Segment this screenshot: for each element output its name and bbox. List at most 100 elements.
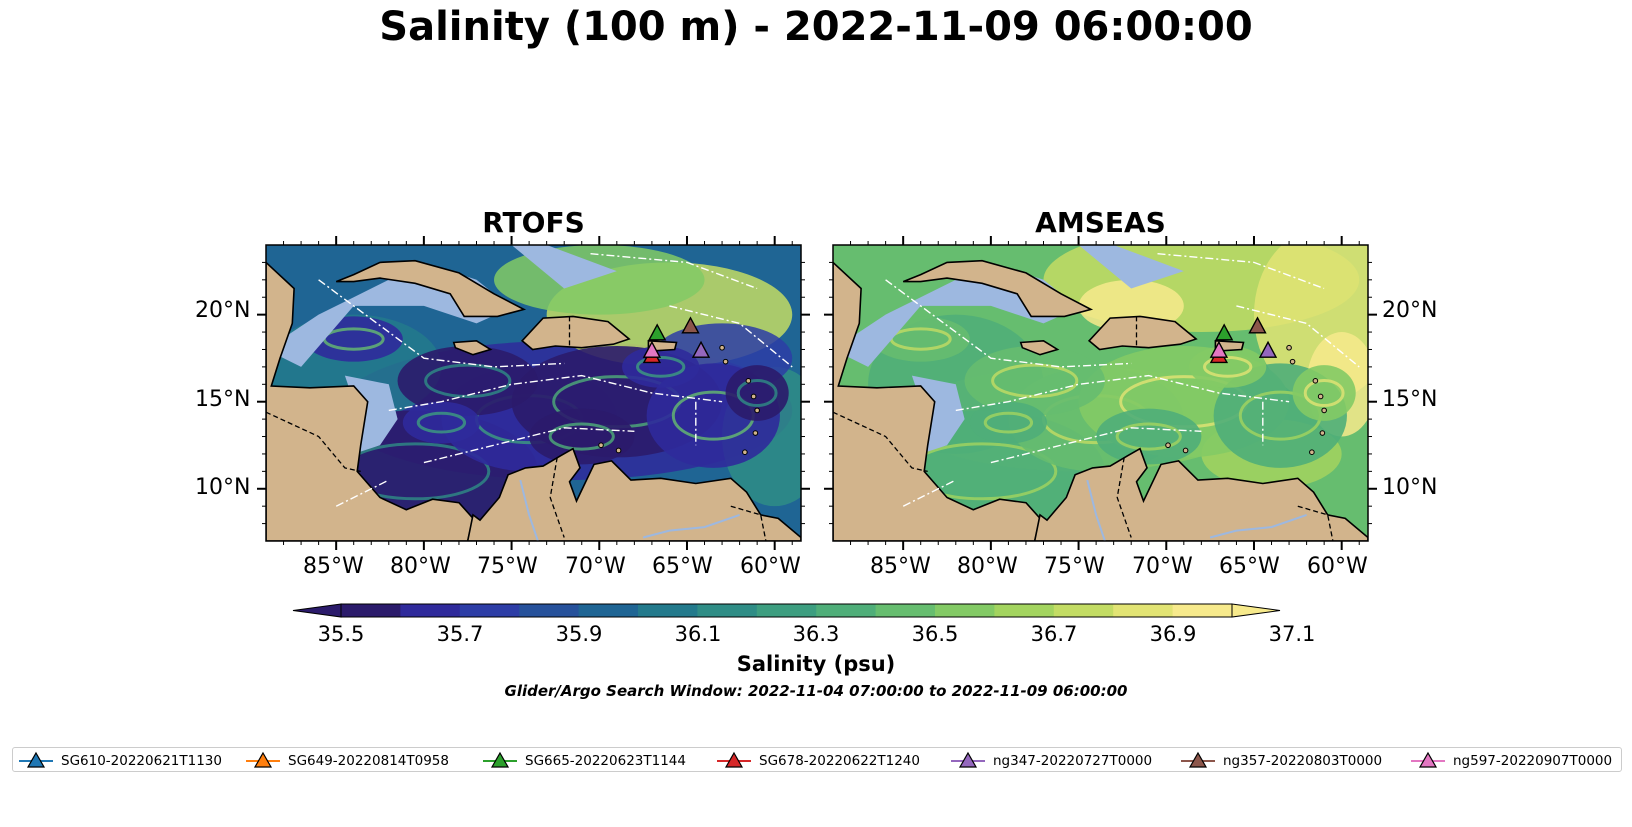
river	[1209, 513, 1307, 539]
island	[1286, 344, 1292, 351]
island	[719, 344, 725, 351]
eddy	[1292, 365, 1356, 421]
colorbar-segment	[994, 604, 1055, 617]
land	[1033, 447, 1368, 541]
legend-item-ng347: ng347-20220727T0000	[951, 748, 1152, 773]
land	[902, 259, 1094, 318]
eddy	[969, 401, 1047, 444]
eddy-filament	[736, 378, 778, 408]
land	[1019, 339, 1060, 356]
eddy	[1096, 408, 1202, 465]
colorbar-tick-label: 35.7	[436, 622, 484, 646]
colorbar-segment	[697, 604, 758, 617]
eddy-filament	[424, 363, 512, 398]
lat-tick-label: 10°N	[195, 475, 251, 500]
lon-tick-label: 70°W	[1132, 554, 1193, 579]
lon-tick-label: 60°W	[740, 554, 801, 579]
rtofs-map-frame	[265, 244, 802, 542]
panel-title-rtofs: RTOFS	[482, 206, 585, 239]
panel-title-amseas: AMSEAS	[1035, 206, 1166, 239]
land	[335, 259, 527, 318]
lon-tick-label: 80°W	[390, 554, 451, 579]
colorbar-tick-label: 36.5	[911, 622, 959, 646]
glider-marker-ng357	[681, 316, 700, 334]
colorbar-segment	[935, 604, 995, 617]
eez-boundary	[902, 479, 957, 507]
lat-tick-label: 15°N	[195, 387, 251, 412]
legend: SG610-20220621T1130 SG649-20220814T0958 …	[12, 747, 1622, 772]
island	[598, 442, 604, 449]
eez-boundary	[423, 427, 635, 464]
eez-boundary	[990, 427, 1202, 464]
lat-tick-label: 20°N	[195, 298, 251, 323]
colorbar-segment	[638, 604, 698, 617]
colorbar-segment	[816, 604, 877, 617]
eez-boundary	[955, 374, 1290, 412]
legend-label: SG678-20220622T1240	[759, 752, 920, 769]
glider-marker-ng597	[642, 340, 662, 358]
search-window-text: Glider/Argo Search Window: 2022-11-04 07…	[504, 682, 1128, 700]
colorbar-extend-low	[292, 603, 342, 618]
eddy-filament	[983, 411, 1034, 434]
eddy	[725, 365, 789, 421]
legend-label: SG610-20220621T1130	[61, 752, 222, 769]
island	[752, 430, 759, 436]
river	[1086, 479, 1106, 541]
colorbar-segment	[1053, 604, 1114, 617]
shallow-shelf	[1078, 245, 1184, 289]
lat-tick-label: 20°N	[1382, 298, 1438, 323]
colorbar-extend-high	[1231, 603, 1281, 618]
border	[730, 505, 767, 541]
lon-tick-label: 75°W	[477, 554, 538, 579]
colorbar-segment	[519, 604, 580, 617]
island	[722, 358, 729, 365]
border	[1297, 505, 1334, 541]
lat-tick-label: 10°N	[1382, 475, 1438, 500]
legend-item-sg665: SG665-20220623T1144	[483, 748, 686, 773]
glider-marker-ng597	[1209, 340, 1229, 358]
border	[266, 411, 361, 473]
colorbar-segment	[459, 604, 520, 617]
lon-tick-label: 65°W	[1219, 554, 1280, 579]
glider-marker-SG665	[647, 323, 667, 341]
lon-tick-label: 65°W	[652, 554, 713, 579]
land	[466, 447, 801, 541]
island	[1182, 447, 1189, 454]
land	[1087, 315, 1198, 351]
land	[520, 315, 631, 351]
colorbar-segment	[400, 604, 461, 617]
island	[1312, 378, 1319, 384]
eddy-filament	[416, 411, 467, 434]
shallow-shelf	[511, 245, 617, 289]
colorbar-segment	[1113, 604, 1174, 617]
legend-item-sg610: SG610-20220621T1130	[19, 748, 222, 773]
land	[452, 339, 493, 356]
eddy-filament	[991, 363, 1079, 398]
salinity-colorbar	[292, 603, 1281, 618]
colorbar-tick-label: 35.9	[555, 622, 603, 646]
legend-label: SG649-20220814T0958	[288, 752, 449, 769]
colorbar-segment	[756, 604, 817, 617]
figure-title: Salinity (100 m) - 2022-11-09 06:00:00	[379, 4, 1253, 50]
eez-boundary	[335, 479, 390, 507]
border	[833, 411, 928, 473]
colorbar-label: Salinity (psu)	[736, 652, 896, 676]
eddy	[529, 408, 635, 465]
glider-marker-ng357	[1248, 316, 1267, 334]
island	[750, 393, 757, 400]
lon-tick-label: 70°W	[565, 554, 626, 579]
colorbar-tick-label: 36.1	[674, 622, 722, 646]
eez-boundary	[590, 253, 758, 290]
legend-label: SG665-20220623T1144	[525, 752, 686, 769]
colorbar-tick-label: 36.7	[1030, 622, 1078, 646]
lon-tick-label: 75°W	[1044, 554, 1105, 579]
amseas-map-frame	[832, 244, 1369, 542]
island	[745, 378, 752, 384]
river	[642, 513, 740, 539]
legend-label: ng357-20220803T0000	[1223, 752, 1383, 769]
island	[1289, 358, 1296, 365]
eez-boundary	[318, 279, 565, 368]
eddy	[1189, 345, 1267, 388]
lon-tick-label: 80°W	[957, 554, 1018, 579]
